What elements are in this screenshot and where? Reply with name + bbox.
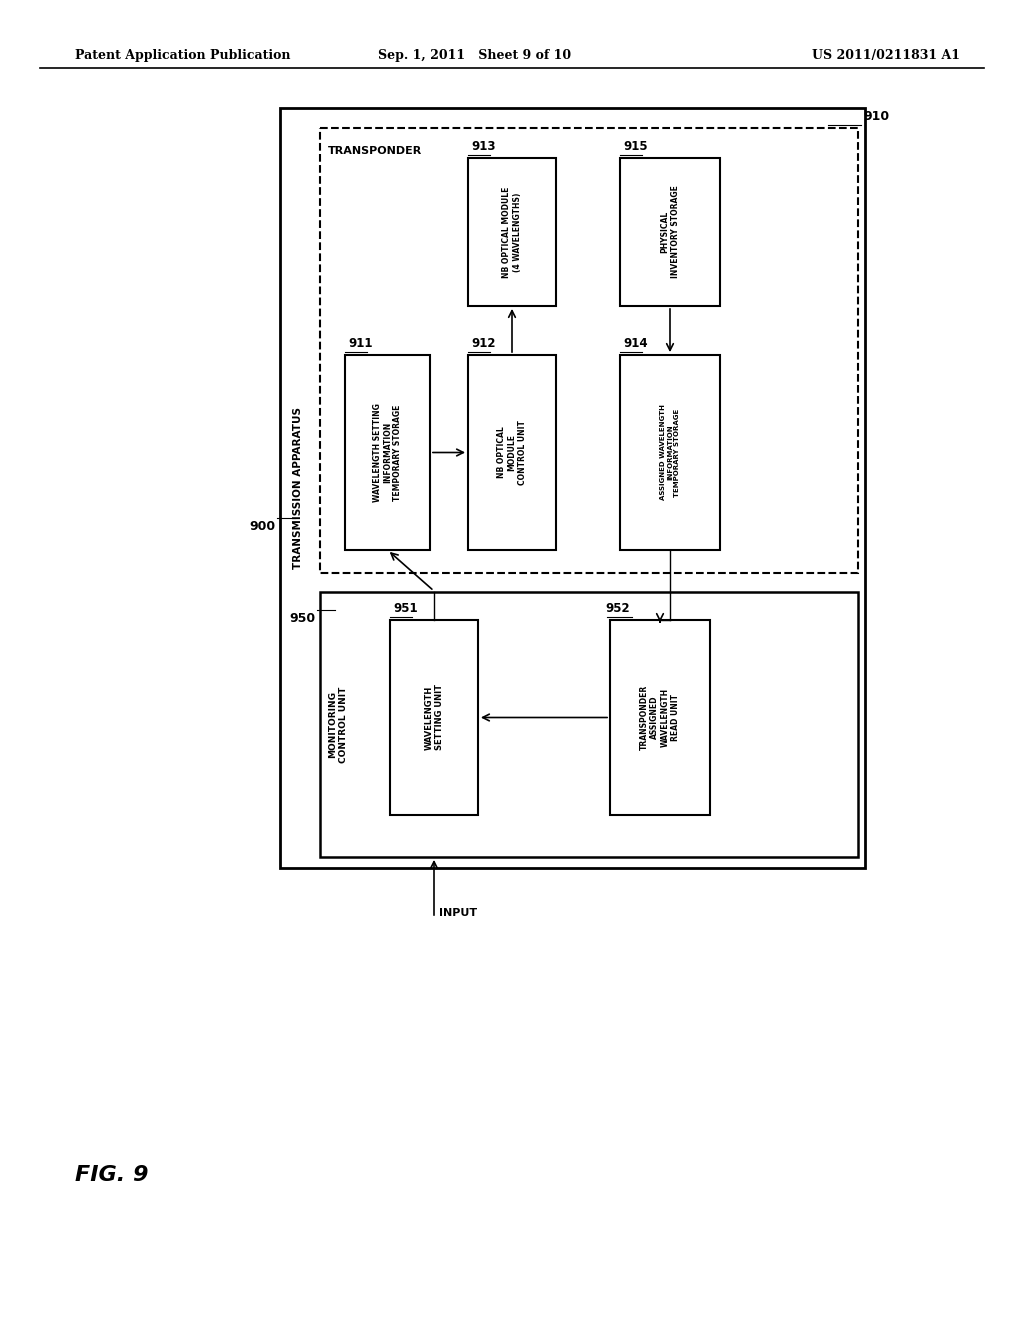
Text: 900: 900 — [249, 520, 275, 532]
Bar — [468, 355, 556, 550]
Text: 914: 914 — [623, 337, 647, 350]
Text: Sep. 1, 2011   Sheet 9 of 10: Sep. 1, 2011 Sheet 9 of 10 — [379, 49, 571, 62]
Text: TRANSPONDER
ASSIGNED
WAVELENGTH
READ UNIT: TRANSPONDER ASSIGNED WAVELENGTH READ UNI… — [640, 685, 680, 750]
Bar — [390, 620, 478, 814]
Text: 950: 950 — [289, 612, 315, 624]
Bar — [319, 591, 858, 857]
Text: 915: 915 — [623, 140, 647, 153]
Text: 952: 952 — [605, 602, 630, 615]
Text: 913: 913 — [471, 140, 496, 153]
Bar — [610, 620, 710, 814]
Bar — [319, 128, 858, 573]
Text: PHYSICAL
INVENTORY STORAGE: PHYSICAL INVENTORY STORAGE — [660, 186, 680, 279]
Bar — [280, 108, 865, 869]
Bar — [620, 355, 720, 550]
Text: 912: 912 — [471, 337, 496, 350]
Text: 951: 951 — [393, 602, 418, 615]
Text: WAVELENGTH
SETTING UNIT: WAVELENGTH SETTING UNIT — [424, 685, 443, 751]
Text: WAVELENGTH SETTING
INFORMATION
TEMPORARY STORAGE: WAVELENGTH SETTING INFORMATION TEMPORARY… — [373, 403, 402, 502]
Text: TRANSPONDER: TRANSPONDER — [328, 147, 422, 156]
Bar — [620, 158, 720, 306]
Text: INPUT: INPUT — [439, 908, 477, 917]
Text: 911: 911 — [348, 337, 373, 350]
Text: US 2011/0211831 A1: US 2011/0211831 A1 — [812, 49, 961, 62]
Text: ASSIGNED WAVELENGTH
INFORMATION
TEMPORARY STORAGE: ASSIGNED WAVELENGTH INFORMATION TEMPORAR… — [660, 404, 680, 500]
Text: Patent Application Publication: Patent Application Publication — [75, 49, 291, 62]
Bar — [468, 158, 556, 306]
Text: FIG. 9: FIG. 9 — [75, 1166, 148, 1185]
Bar — [345, 355, 430, 550]
Text: 910: 910 — [863, 110, 889, 123]
Text: TRANSMISSION APPARATUS: TRANSMISSION APPARATUS — [293, 407, 303, 569]
Text: NB OPTICAL
MODULE
CONTROL UNIT: NB OPTICAL MODULE CONTROL UNIT — [497, 420, 527, 484]
Text: MONITORING
CONTROL UNIT: MONITORING CONTROL UNIT — [329, 686, 348, 763]
Text: NB OPTICAL MODULE
(4 WAVELENGTHS): NB OPTICAL MODULE (4 WAVELENGTHS) — [503, 186, 521, 277]
